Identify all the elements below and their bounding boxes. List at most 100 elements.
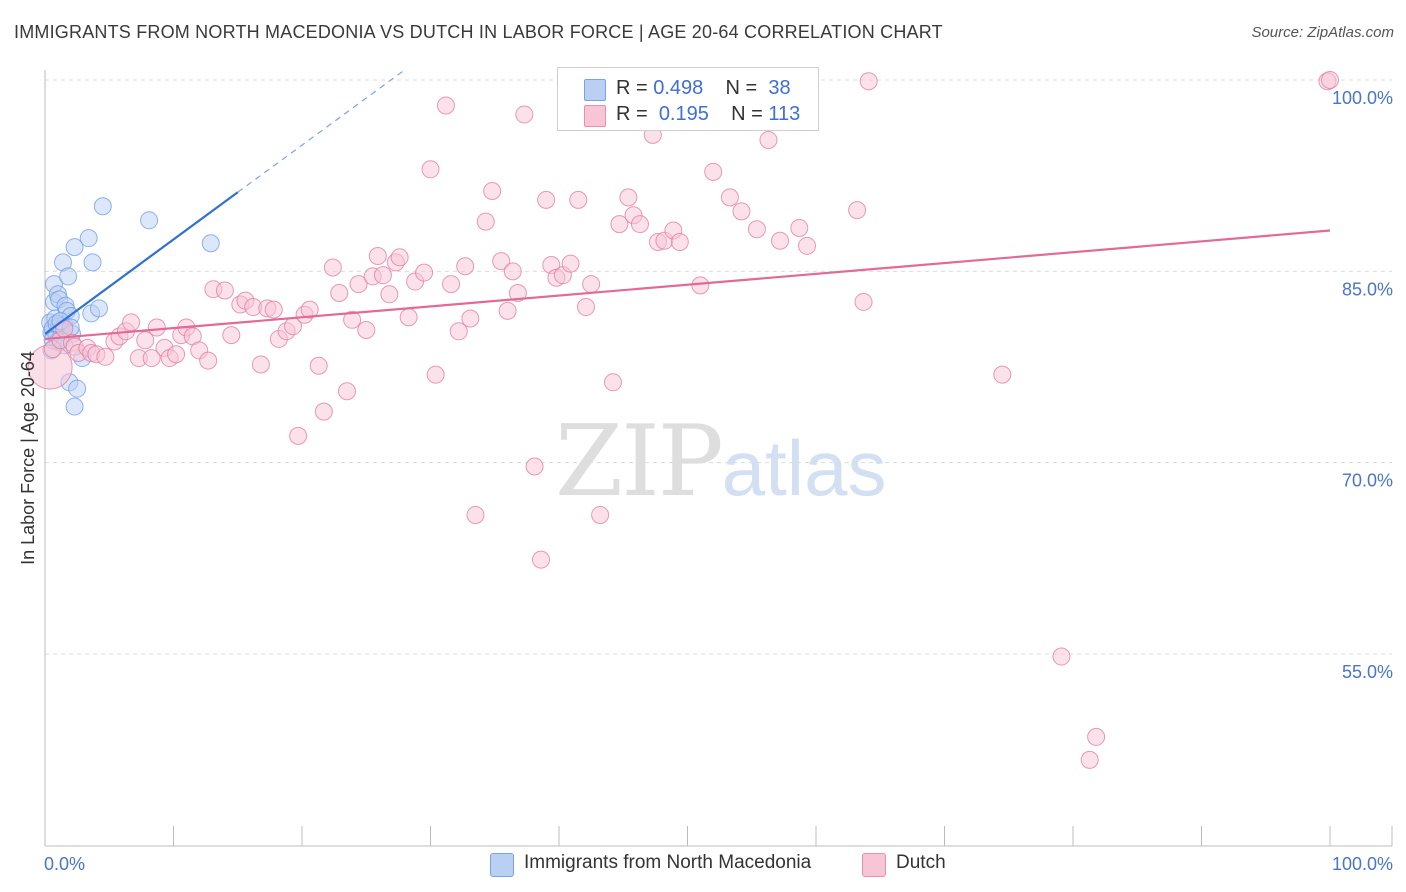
data-point xyxy=(79,229,98,248)
x-tick-label: 100.0% xyxy=(1332,854,1393,874)
legend-swatch-north-macedonia xyxy=(584,79,606,101)
y-tick-label: 55.0% xyxy=(1342,662,1393,682)
axis-labels: 100.0% 85.0% 70.0% 55.0% 0.0% 100.0% In Labor … xyxy=(18,88,1393,874)
data-point xyxy=(368,247,387,266)
data-point xyxy=(426,365,445,384)
trend-line xyxy=(44,191,239,335)
data-point xyxy=(525,457,544,476)
data-point xyxy=(251,355,270,374)
data-point xyxy=(199,351,218,370)
watermark-atlas: atlas xyxy=(721,424,887,512)
legend-stats: R = 0.498 N = 38 xyxy=(616,77,791,99)
data-point xyxy=(670,232,689,251)
y-tick-label: 100.0% xyxy=(1332,88,1393,108)
data-point xyxy=(436,96,455,115)
data-point xyxy=(390,248,409,267)
trend-line-extension xyxy=(237,69,406,193)
data-point xyxy=(732,202,751,221)
data-point xyxy=(561,254,580,273)
data-point xyxy=(300,300,319,319)
data-point xyxy=(582,275,601,294)
legend-swatch-dutch xyxy=(584,105,606,127)
data-point xyxy=(704,162,723,181)
data-point xyxy=(222,326,241,345)
data-point xyxy=(122,313,141,332)
data-point xyxy=(142,349,161,368)
data-points xyxy=(27,71,1339,769)
data-point xyxy=(65,238,84,257)
data-point xyxy=(1321,71,1339,89)
legend-label: Dutch xyxy=(896,852,946,873)
data-point xyxy=(357,321,376,340)
trend-line xyxy=(44,229,1331,341)
data-point xyxy=(993,365,1012,384)
data-point xyxy=(456,257,475,276)
data-point xyxy=(854,292,873,311)
data-point xyxy=(1080,750,1099,769)
legend-stats: R = 0.195 N = 113 xyxy=(616,103,801,125)
data-point xyxy=(466,505,485,524)
x-tick-label: 0.0% xyxy=(44,854,85,874)
data-point xyxy=(537,190,556,209)
data-point xyxy=(591,505,610,524)
data-point xyxy=(483,181,502,200)
data-point xyxy=(691,276,710,295)
data-point xyxy=(309,356,328,375)
data-point xyxy=(619,188,638,207)
data-point xyxy=(136,331,155,350)
data-point xyxy=(93,197,112,216)
watermark-zip: ZIP xyxy=(555,405,724,519)
data-point xyxy=(264,300,283,319)
data-point xyxy=(492,252,511,271)
data-point xyxy=(215,281,234,300)
data-point xyxy=(167,345,186,364)
data-point xyxy=(349,275,368,294)
data-point xyxy=(798,236,817,255)
data-point xyxy=(1087,727,1106,746)
data-point xyxy=(508,284,527,303)
axes xyxy=(44,70,1393,847)
data-point xyxy=(610,215,629,234)
data-point xyxy=(569,190,588,209)
data-point xyxy=(65,397,84,416)
data-point xyxy=(442,275,461,294)
data-point xyxy=(771,231,790,250)
data-point xyxy=(720,188,739,207)
legend-row-dutch: R = 0.195 N = 113 xyxy=(558,102,818,128)
data-point xyxy=(532,550,551,569)
data-point xyxy=(630,215,649,234)
data-point xyxy=(449,322,468,341)
legend-swatch-north-macedonia xyxy=(490,853,514,877)
data-point xyxy=(337,382,356,401)
data-point xyxy=(747,220,766,239)
n-value: 113 xyxy=(768,103,801,125)
data-point xyxy=(140,211,159,230)
r-value: 0.195 xyxy=(658,103,709,125)
data-point xyxy=(330,284,349,303)
n-value: 38 xyxy=(768,77,791,99)
data-point xyxy=(89,299,108,318)
legend-label: Immigrants from North Macedonia xyxy=(524,852,812,873)
data-point xyxy=(790,218,809,237)
data-point xyxy=(603,373,622,392)
data-point xyxy=(759,130,778,149)
data-point xyxy=(83,253,102,272)
data-point xyxy=(498,301,517,320)
chart-title: IMMIGRANTS FROM NORTH MACEDONIA VS DUTCH… xyxy=(14,22,943,42)
data-point xyxy=(1052,647,1071,666)
data-point xyxy=(373,266,392,285)
data-point xyxy=(503,262,522,281)
y-tick-label: 85.0% xyxy=(1342,279,1393,299)
data-point xyxy=(515,105,534,124)
y-tick-label: 70.0% xyxy=(1342,471,1393,491)
data-point xyxy=(289,426,308,445)
data-point xyxy=(399,308,418,327)
stats-legend: R = 0.498 N = 38 R = 0.195 N = 113 xyxy=(557,67,819,131)
data-point xyxy=(859,72,878,91)
data-point xyxy=(421,160,440,179)
data-point xyxy=(59,267,78,286)
source-label: Source: ZipAtlas.com xyxy=(1251,24,1394,41)
data-point xyxy=(343,310,362,329)
data-point xyxy=(314,402,333,421)
